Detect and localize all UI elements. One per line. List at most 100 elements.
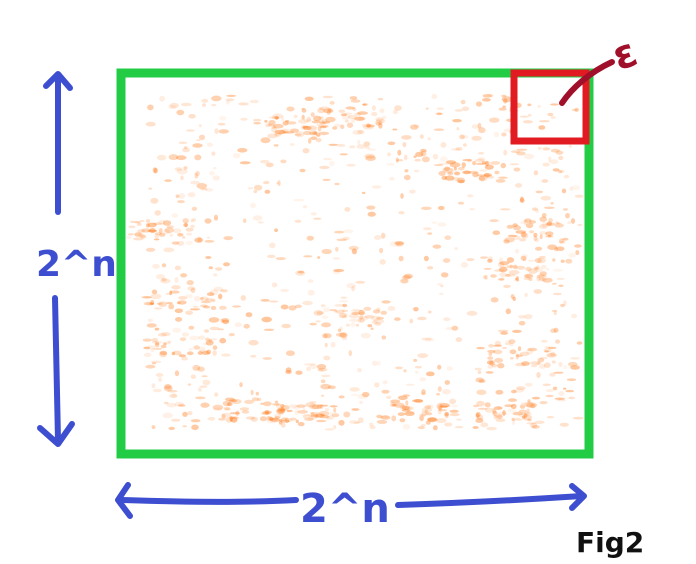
speckle-dot xyxy=(198,335,206,340)
speckle-dot xyxy=(190,218,194,223)
speckle-dot xyxy=(397,395,408,401)
speckle-dot xyxy=(513,264,518,270)
speckle-dot xyxy=(474,367,482,371)
speckle-dot xyxy=(353,421,361,424)
speckle-dot xyxy=(180,175,184,181)
speckle-dot xyxy=(424,337,435,342)
speckle-dot xyxy=(485,174,493,177)
speckle-dot xyxy=(285,350,295,357)
speckle-dot xyxy=(299,168,306,173)
speckle-dot xyxy=(274,115,279,120)
speckle-dot xyxy=(547,244,558,250)
speckle-dot xyxy=(529,230,535,234)
speckle-dot xyxy=(269,417,279,421)
speckle-dot xyxy=(559,169,565,173)
speckle-dot xyxy=(420,148,427,153)
speckle-dot xyxy=(213,286,224,292)
speckle-dot xyxy=(172,350,182,356)
speckle-dot xyxy=(432,425,438,431)
speckle-dot xyxy=(189,308,201,311)
speckle-dot xyxy=(376,316,385,320)
speckle-dot xyxy=(526,274,530,278)
speckle-dot xyxy=(253,190,258,194)
speckle-dot xyxy=(147,104,154,111)
speckle-dot xyxy=(280,403,285,408)
speckle-dot xyxy=(221,412,232,419)
speckle-dot xyxy=(521,361,530,366)
speckle-dot xyxy=(541,179,549,183)
speckle-dot xyxy=(280,159,287,164)
speckle-dot xyxy=(151,338,158,343)
speckle-dot xyxy=(344,119,349,123)
speckle-dot xyxy=(566,378,577,382)
speckle-dot xyxy=(556,277,565,280)
speckle-dot xyxy=(486,426,497,431)
speckle-dot xyxy=(343,411,351,418)
speckle-dot xyxy=(159,351,168,358)
speckle-dot xyxy=(473,404,479,408)
speckle-dot xyxy=(568,253,576,258)
speckle-dot xyxy=(253,184,263,191)
speckle-dot xyxy=(514,248,520,254)
speckle-dot xyxy=(441,175,448,180)
speckle-dot xyxy=(381,232,386,239)
speckle-dot xyxy=(317,256,321,259)
speckle-dot xyxy=(295,270,306,276)
speckle-dot xyxy=(414,124,420,128)
speckle-dot xyxy=(176,240,185,246)
speckle-dot xyxy=(375,117,384,122)
speckle-dot xyxy=(378,122,383,129)
speckle-dot xyxy=(163,342,167,346)
speckle-dot xyxy=(519,238,527,242)
speckle-dot xyxy=(389,241,401,247)
speckle-dot xyxy=(377,97,384,101)
speckle-dot xyxy=(537,257,546,264)
speckle-dot xyxy=(295,131,305,138)
speckle-dot xyxy=(498,176,508,179)
speckle-dot xyxy=(359,400,363,404)
speckle-dot xyxy=(535,276,545,280)
speckle-dot xyxy=(572,416,584,420)
speckle-dot xyxy=(502,410,506,416)
speckle-dot xyxy=(498,257,504,263)
speckle-dot xyxy=(483,173,492,177)
speckle-dot xyxy=(535,237,540,243)
speckle-dot xyxy=(301,108,307,113)
speckle-dot xyxy=(143,346,151,350)
speckle-dot xyxy=(519,115,529,118)
speckle-dot xyxy=(321,374,331,378)
speckle-dot xyxy=(421,337,432,341)
speckle-dot xyxy=(510,294,515,299)
speckle-dot xyxy=(253,118,262,122)
speckle-dot xyxy=(417,353,429,359)
speckle-dot xyxy=(449,398,457,405)
speckle-dot xyxy=(249,99,259,104)
speckle-dot xyxy=(151,289,158,295)
speckle-dot xyxy=(320,304,326,308)
speckle-dot xyxy=(514,417,521,420)
speckle-dot xyxy=(433,128,445,131)
speckle-dot xyxy=(204,218,212,224)
speckle-dot xyxy=(226,94,237,97)
speckle-dot xyxy=(375,119,382,126)
speckle-dot xyxy=(504,342,511,346)
speckle-dot xyxy=(285,120,290,122)
speckle-dot xyxy=(482,98,491,102)
speckle-dot xyxy=(265,123,271,128)
speckle-dot xyxy=(276,182,280,185)
speckle-dot xyxy=(547,112,554,117)
speckle-dot xyxy=(146,302,152,306)
speckle-dot xyxy=(157,333,167,337)
speckle-dot xyxy=(145,247,156,252)
speckle-dot xyxy=(543,362,551,369)
speckle-dot xyxy=(175,317,183,322)
speckle-dot xyxy=(445,327,454,330)
speckle-dot xyxy=(427,137,431,141)
speckle-dot xyxy=(411,399,423,403)
speckle-dot xyxy=(219,305,227,310)
speckle-dot xyxy=(466,310,478,316)
speckle-dot xyxy=(355,323,360,327)
speckle-dot xyxy=(549,351,556,357)
speckle-dot xyxy=(228,333,235,337)
speckle-dot xyxy=(467,194,474,198)
